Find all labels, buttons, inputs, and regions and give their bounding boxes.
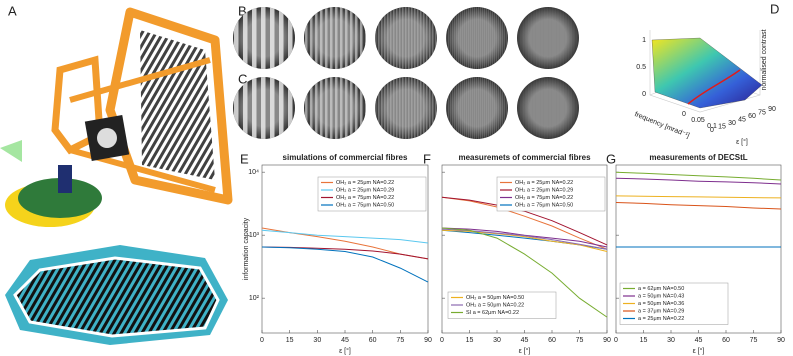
fringe-stripes [517,77,579,139]
line-chart: measuremets of commercial fibres ε [°] 0 15… [440,153,611,355]
x-tick-label: 30 [313,337,321,344]
line-chart: measurements of DECStL ε [°] 0 15 30 45 60 75 90… [614,153,785,355]
legend-label: a = 25μm NA=0.22 [638,316,684,322]
legend-label: a = 37μm NA=0.29 [638,308,684,314]
x-tick-label: 90 [603,337,611,344]
frequency-tick-label: 0 [682,111,686,118]
x-tick-label: 60 [548,337,556,344]
eps-tick-label: 30 [728,120,736,127]
panel-label: A [8,3,17,18]
legend-label: OH₂ a = 75μm NA=0.50 [515,202,573,208]
z-tick-label: 0.5 [636,64,646,71]
chart-title: simulations of commercial fibres [283,153,408,162]
legend-label: OH₂ a = 25μm NA=0.29 [515,187,573,193]
fringe-stripes [517,7,579,69]
panel-label: G [606,151,616,166]
x-axis-label: ε [°] [339,347,351,355]
x-axis-label: ε [°] [693,347,705,355]
x-tick-label: 75 [750,337,758,344]
legend-box [317,176,427,212]
x-tick-label: 15 [640,337,648,344]
y-tick-label: 10⁴ [248,169,259,176]
y-tick-label: 10³ [249,232,260,239]
line-chart: simulations of commercial fibres ε [°] inf… [243,153,432,355]
fringe-stripes [446,7,508,69]
x-tick-label: 60 [369,337,377,344]
x-tick-label: 90 [424,337,432,344]
chart-title: measurements of DECStL [649,153,747,162]
series-line [615,171,782,181]
legend-label: OH₂ a = 25μm NA=0.22 [336,180,394,186]
x-tick-label: 90 [777,337,785,344]
eps-tick-label: 15 [718,123,726,130]
fringe-stripes [375,77,437,139]
series-line [615,202,782,210]
panel-label: D [770,1,779,16]
z-tick-label: 1 [642,37,646,44]
x-tick-label: 0 [614,337,618,344]
eps-axis-label: ε [°] [736,138,748,146]
z-axis-label: normalised contrast [761,29,768,90]
x-tick-label: 75 [576,337,584,344]
panel-label: F [423,151,431,166]
eps-tick-label: 75 [758,109,766,116]
x-tick-label: 0 [440,337,444,344]
x-tick-label: 30 [667,337,675,344]
panel-label: B [238,3,247,18]
fringe-stripes [233,77,295,139]
fringe-stripes [446,77,508,139]
legend-box [496,176,606,212]
legend-box [619,282,729,325]
x-tick-label: 15 [466,337,474,344]
frequency-tick-label: 0.05 [691,117,705,124]
legend-label: OH₂ a = 50μm NA=0.50 [466,295,524,301]
legend-label: a = 50μm NA=0.36 [638,301,684,307]
x-tick-label: 45 [341,337,349,344]
legend-label: OH₂ a = 75μm NA=0.22 [515,195,573,201]
x-axis-label: ε [°] [519,347,531,355]
legend-label: SI a = 62μm NA=0.22 [466,310,519,316]
fringe-stripes [304,7,366,69]
device-render [0,7,233,345]
y-tick-label: 10² [249,295,260,302]
legend-label: OH₂ a = 75μm NA=0.50 [336,202,394,208]
legend-label: a = 50μm NA=0.43 [638,293,684,299]
legend-label: OH₂ a = 50μm NA=0.22 [466,302,524,308]
x-tick-label: 60 [722,337,730,344]
legend-label: OH₂ a = 25μm NA=0.29 [336,187,394,193]
x-tick-label: 15 [286,337,294,344]
legend-label: OH₂ a = 25μm NA=0.22 [515,180,573,186]
x-tick-label: 0 [260,337,264,344]
fringe-stripes [233,7,295,69]
surface-plot: normalised contrast frequency [mrad⁻¹] ε… [633,29,767,145]
z-tick-label: 0 [642,91,646,98]
x-tick-label: 45 [695,337,703,344]
eps-tick-label: 0 [710,127,714,134]
legend-box [447,291,557,319]
legend-label: a = 62μm NA=0.50 [638,286,684,292]
fringe-stripes [375,7,437,69]
eps-tick-label: 90 [768,106,776,113]
legend-label: OH₂ a = 75μm NA=0.22 [336,195,394,201]
series-line [261,229,429,244]
eps-tick-label: 60 [748,113,756,120]
series-line [261,246,429,283]
y-axis-label: information capacity [243,217,250,280]
eps-tick-label: 45 [738,116,746,123]
chart-title: measuremets of commercial fibres [458,153,591,162]
x-tick-label: 75 [396,337,404,344]
frequency-tick-label: 0.1 [707,123,717,130]
x-tick-label: 30 [493,337,501,344]
series-line [441,229,608,252]
series-line [441,196,608,250]
series-line [615,177,782,185]
x-tick-label: 45 [521,337,529,344]
panel-label: E [240,151,249,166]
series-line [615,195,782,199]
series-line [441,227,608,318]
fringe-stripes [304,77,366,139]
panel-label: C [238,71,247,86]
